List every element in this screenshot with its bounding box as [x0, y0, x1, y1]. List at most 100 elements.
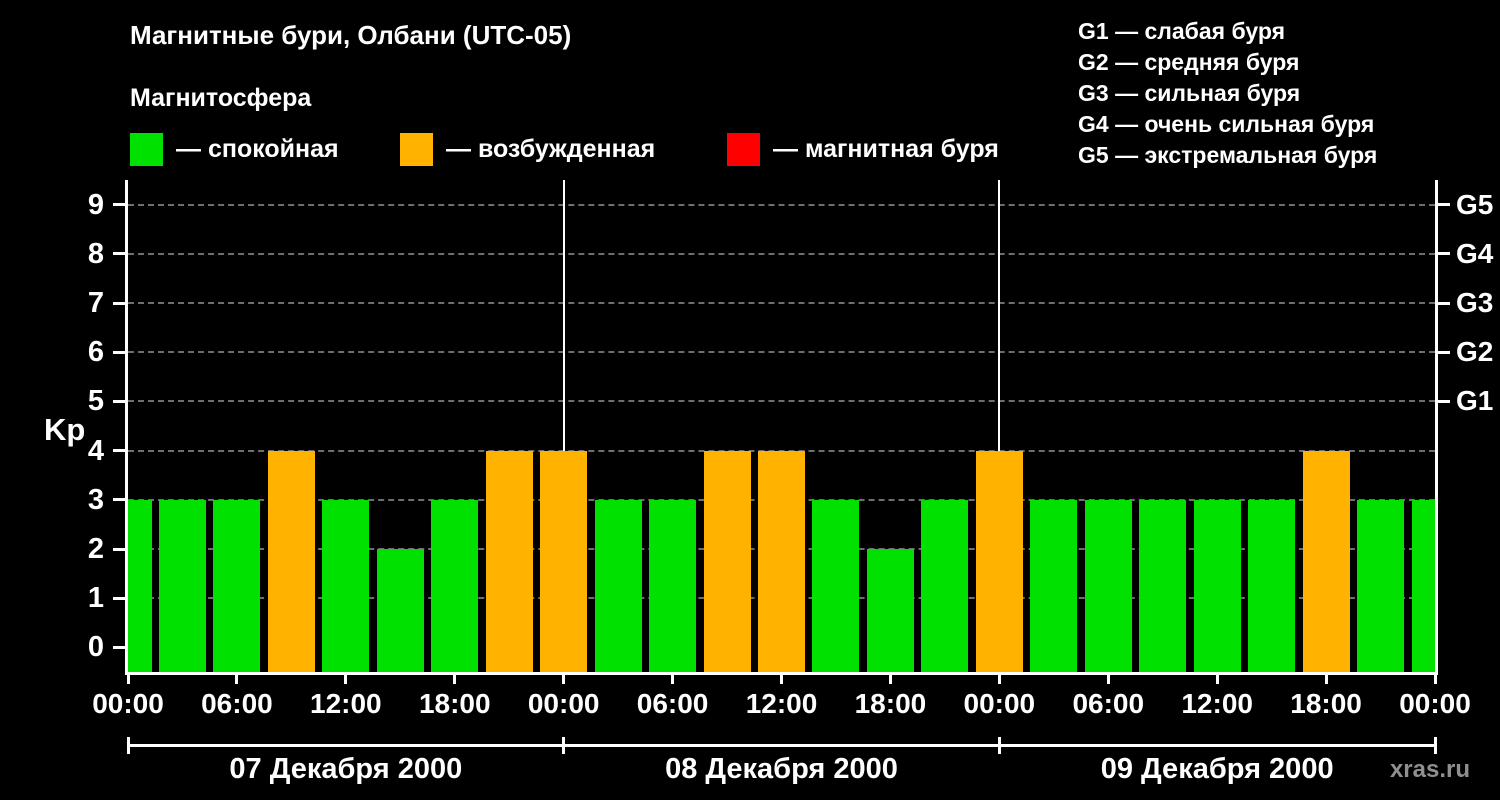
storm-scale-g4: G4 — очень сильная буря: [1078, 111, 1375, 137]
x-tick-label: 06:00: [636, 688, 709, 719]
kp-bar-chart: [128, 180, 1435, 672]
x-tick: [562, 675, 566, 684]
kp-bar: [540, 450, 588, 672]
x-tick: [997, 675, 1001, 684]
g-scale-tick: [1438, 301, 1450, 305]
kp-bar: [267, 450, 315, 672]
x-tick: [671, 675, 675, 684]
watermark: xras.ru: [1389, 756, 1470, 783]
x-tick: [780, 675, 783, 684]
kp-bar: [594, 499, 642, 672]
kp-bar: [128, 499, 152, 672]
kp-bar: [649, 499, 697, 672]
kp-bar: [1030, 499, 1078, 672]
date-axis-tick: [562, 737, 566, 754]
x-tick-label: 18:00: [854, 688, 927, 719]
gridline: [128, 351, 1435, 354]
g-scale-tick: [1438, 252, 1450, 256]
kp-bar: [1357, 499, 1405, 672]
kp-bar: [1084, 499, 1132, 672]
storm-scale-g3: G3 — сильная буря: [1078, 80, 1301, 106]
kp-bar: [812, 499, 860, 672]
storm-scale-legend: G1 — слабая буря G2 — средняя буря G3 — …: [1078, 16, 1377, 171]
y-tick-label: 8: [87, 237, 104, 270]
legend-item-active-label: — возбужденная: [446, 134, 656, 163]
storm-scale-g1: G1 — слабая буря: [1078, 18, 1286, 44]
kp-bar: [322, 499, 370, 672]
y-tick: [113, 498, 125, 502]
y-tick: [113, 203, 125, 207]
kp-bar: [158, 499, 206, 672]
legend-item-active: — возбужденная: [400, 132, 655, 166]
x-tick: [235, 675, 239, 684]
day-boundary-line: [998, 180, 1001, 672]
x-tick: [888, 675, 892, 684]
y-tick-label: 4: [87, 434, 104, 467]
y-tick: [113, 399, 125, 403]
y-axis-line: [125, 180, 128, 675]
kp-bar: [758, 450, 805, 672]
g-scale-label: G4: [1456, 237, 1494, 269]
kp-bar: [703, 450, 751, 672]
page-title: Магнитные бури, Олбани (UTC-05): [130, 20, 572, 50]
date-axis-tick: [1433, 737, 1437, 754]
x-tick-label: 00:00: [92, 688, 164, 719]
y-tick-label: 9: [87, 188, 104, 221]
date-axis-line: [128, 744, 1435, 747]
kp-bar: [921, 499, 969, 672]
gridline: [128, 302, 1435, 304]
date-label: 09 Декабря 2000: [1100, 753, 1334, 785]
y-tick: [113, 350, 125, 354]
legend-item-quiet: — спокойная: [130, 132, 339, 166]
magnetosphere-heading: Магнитосфера: [130, 84, 312, 112]
y-tick-label: 5: [87, 385, 104, 418]
y-tick-label: 3: [87, 483, 104, 516]
storm-scale-g2: G2 — средняя буря: [1078, 49, 1300, 75]
x-tick-label: 06:00: [1072, 688, 1145, 719]
y-tick-label: 1: [87, 582, 104, 615]
y-tick: [113, 645, 125, 649]
date-label: 08 Декабря 2000: [665, 753, 898, 785]
gridline: [128, 400, 1435, 403]
y-tick-label: 6: [87, 336, 104, 369]
date-label: 07 Декабря 2000: [229, 753, 463, 785]
y-tick: [113, 301, 125, 305]
storm-scale-g5: G5 — экстремальная буря: [1078, 142, 1378, 168]
quiet-color-swatch: [130, 132, 163, 166]
x-tick-label: 00:00: [1399, 688, 1471, 719]
x-tick: [1106, 675, 1110, 684]
kp-bar: [866, 549, 914, 672]
g-scale-label: G5: [1456, 188, 1494, 220]
g-scale-tick: [1438, 399, 1450, 403]
legend-item-storm-label: — магнитная буря: [773, 134, 999, 163]
y-tick-label: 0: [87, 631, 104, 664]
y-axis-label: Kp: [44, 412, 86, 447]
storm-color-swatch: [727, 132, 760, 166]
kp-bar: [431, 499, 479, 672]
kp-bar: [1193, 499, 1241, 672]
legend-item-storm: — магнитная буря: [727, 132, 999, 166]
x-tick-label: 18:00: [1290, 688, 1362, 719]
gridline: [128, 252, 1435, 255]
active-color-swatch: [400, 132, 433, 166]
x-tick: [453, 675, 457, 684]
x-tick-label: 00:00: [527, 688, 600, 719]
y-tick: [113, 252, 125, 256]
y-tick: [113, 596, 125, 600]
right-axis-line: [1435, 180, 1438, 675]
kp-bar: [1411, 499, 1435, 672]
kp-bar: [376, 549, 424, 672]
x-axis-line: [125, 672, 1438, 675]
x-tick: [1324, 675, 1328, 684]
x-tick-label: 12:00: [310, 688, 382, 719]
legend-item-quiet-label: — спокойная: [176, 134, 339, 163]
x-tick: [1433, 675, 1437, 684]
kp-bar: [1139, 499, 1187, 672]
day-boundary-line: [562, 180, 565, 672]
g-scale-label: G2: [1456, 336, 1494, 368]
kp-bar: [1248, 499, 1296, 672]
g-scale-label: G3: [1456, 287, 1494, 318]
x-tick-label: 00:00: [963, 688, 1036, 719]
date-axis-tick: [997, 737, 1001, 754]
x-tick-label: 18:00: [418, 688, 491, 719]
